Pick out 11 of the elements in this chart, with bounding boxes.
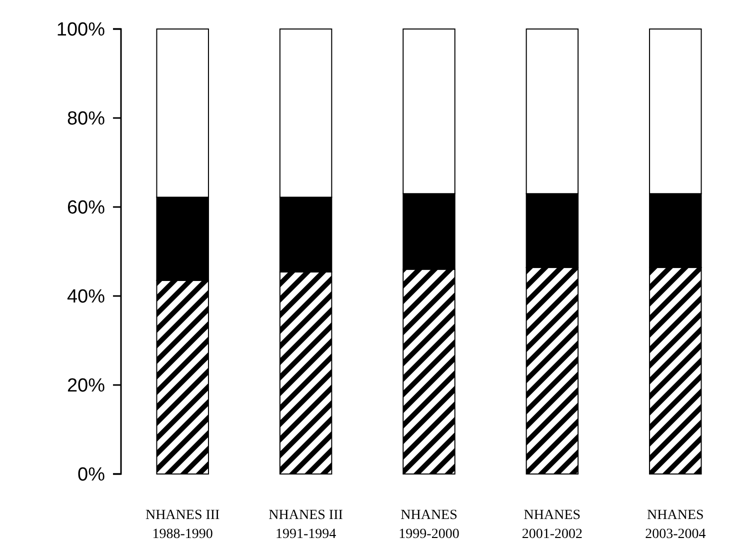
y-tick-label: 40% [66, 286, 106, 308]
x-tick-label: NHANES III 1991-1994 [268, 508, 344, 542]
y-tick-label: 20% [66, 376, 106, 397]
y-tick-label: 80% [66, 108, 106, 130]
x-tick-label: NHANES 2003-2004 [645, 508, 706, 542]
y-tick-label: 60% [66, 198, 106, 219]
x-tick-label: NHANES 2001-2002 [522, 508, 583, 542]
y-tick-label: 100% [56, 20, 106, 41]
x-tick-label: NHANES 1999-2000 [398, 508, 460, 542]
y-tick-label: 0% [78, 464, 106, 486]
x-tick-label: NHANES III 1988-1990 [145, 508, 220, 542]
